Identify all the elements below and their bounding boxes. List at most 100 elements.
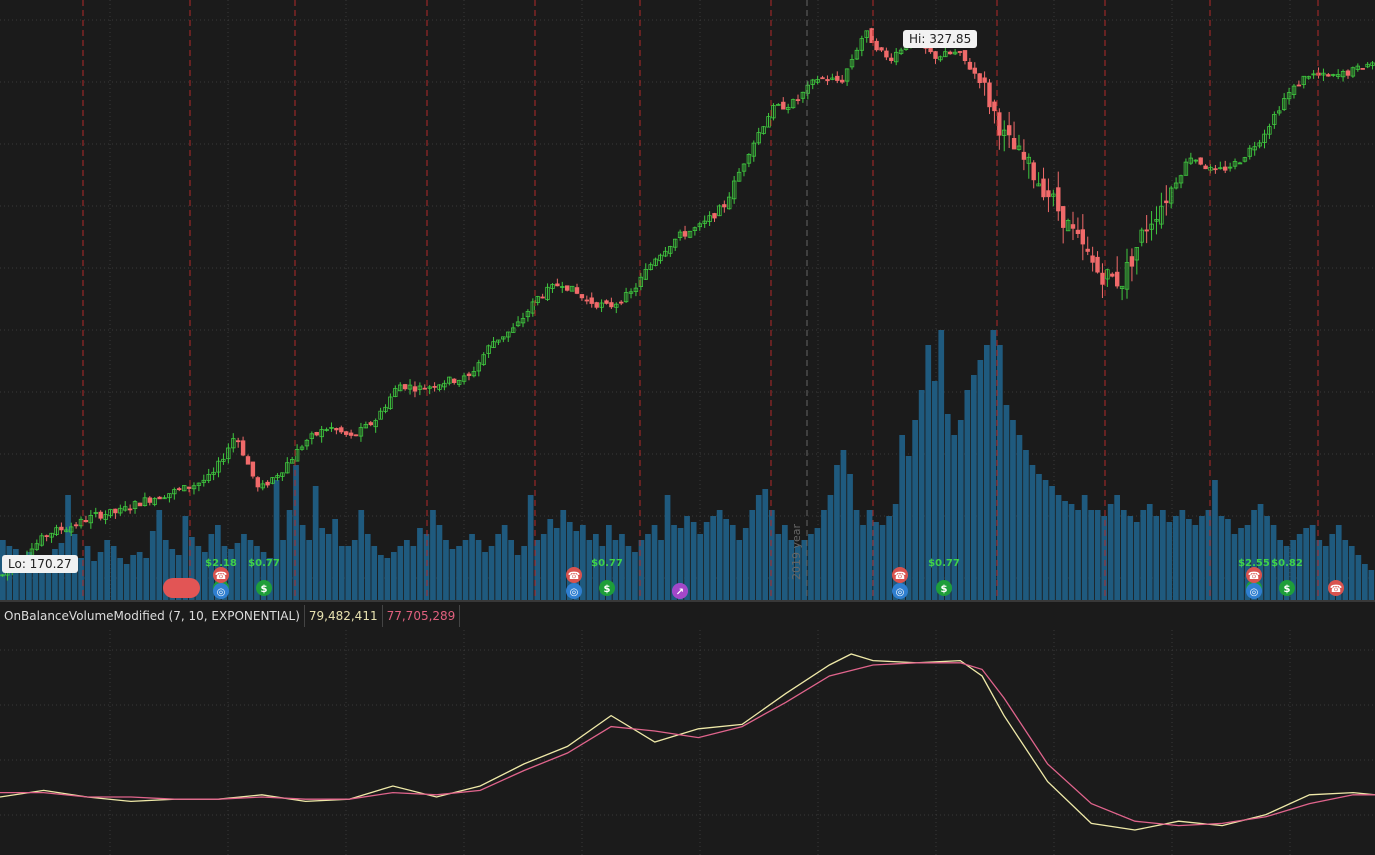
- candle-body: [255, 477, 260, 488]
- study-name[interactable]: OnBalanceVolumeModified (7, 10, EXPONENT…: [0, 605, 305, 627]
- earnings-cluster-icon[interactable]: [163, 578, 200, 598]
- candle-body: [1247, 147, 1252, 157]
- volume-bar: [814, 528, 821, 600]
- info-icon[interactable]: ◎: [892, 583, 908, 599]
- dividend-icon[interactable]: $: [936, 580, 952, 596]
- earnings-icon[interactable]: ☎: [1246, 567, 1262, 583]
- candle-body: [506, 331, 511, 338]
- volume-bar: [293, 465, 299, 600]
- candle-body: [353, 434, 359, 437]
- volume-bar: [534, 540, 541, 600]
- volume-bar: [1192, 525, 1199, 600]
- candle-body: [157, 496, 162, 500]
- info-icon[interactable]: ◎: [1246, 583, 1262, 599]
- volume-bar: [280, 540, 286, 600]
- earnings-icon[interactable]: ☎: [1328, 580, 1344, 596]
- volume-bar: [905, 456, 912, 600]
- volume-bar: [1348, 546, 1355, 600]
- volume-bar: [78, 558, 84, 600]
- info-icon-glyph: ◎: [1250, 587, 1259, 598]
- split-icon[interactable]: ↗: [672, 583, 688, 599]
- volume-bar: [795, 546, 801, 600]
- candle-body: [1169, 187, 1174, 204]
- volume-bar: [1277, 540, 1283, 600]
- volume-bar: [560, 510, 567, 600]
- candle-body: [1159, 205, 1164, 225]
- candle-body: [167, 493, 172, 499]
- earnings-icon[interactable]: ☎: [213, 567, 229, 583]
- candle-body: [319, 429, 324, 438]
- candle-body: [466, 373, 472, 377]
- candle-body: [594, 302, 599, 308]
- candle-body: [825, 79, 830, 82]
- candle-body: [1036, 183, 1041, 187]
- candle-body: [1115, 271, 1120, 287]
- volume-bar: [364, 534, 371, 600]
- volume-bar: [501, 525, 508, 600]
- volume-bar: [1186, 519, 1192, 600]
- event-icons[interactable]: $$2.18$$0.77$$0.77$$0.77$$2.55$$0.82☎☎☎☎…: [163, 558, 1344, 599]
- candle-body: [1232, 161, 1238, 167]
- volume-bar: [254, 546, 260, 600]
- candle-body: [59, 526, 64, 531]
- candle-body: [1311, 73, 1316, 76]
- volume-bar: [1355, 555, 1362, 600]
- candle-body: [1296, 84, 1302, 87]
- low-callout: Lo: 170.27: [2, 555, 78, 573]
- candle-body: [176, 488, 182, 491]
- candle-body: [491, 341, 496, 349]
- volume-bar: [847, 474, 853, 600]
- volume-bar: [32, 561, 39, 600]
- volume-bar: [645, 534, 651, 600]
- candle-body: [574, 287, 580, 294]
- volume-bar: [834, 465, 840, 600]
- volume-bar: [1055, 495, 1062, 600]
- candle-body: [1188, 157, 1193, 164]
- volume-bar: [899, 435, 905, 600]
- candle-body: [1105, 269, 1110, 280]
- volume-bar: [514, 555, 521, 600]
- candle-body: [569, 285, 575, 292]
- volume-bar: [1146, 504, 1153, 600]
- earnings-icon[interactable]: ☎: [566, 567, 582, 583]
- candle-body: [545, 286, 550, 300]
- dividend-icon[interactable]: $: [256, 580, 272, 596]
- dividend-icon[interactable]: $: [1279, 580, 1295, 596]
- volume-bar: [482, 552, 488, 600]
- dividend-icon[interactable]: $: [599, 580, 615, 596]
- earnings-icon-circle: [892, 567, 908, 583]
- candle-body: [127, 508, 133, 511]
- info-icon[interactable]: ◎: [213, 583, 229, 599]
- volume-bar: [1003, 405, 1010, 600]
- candle-body: [840, 79, 845, 83]
- candle-body: [103, 514, 108, 520]
- volume-bar: [1251, 510, 1257, 600]
- earnings-icon-glyph: ☎: [215, 571, 227, 582]
- candle-body: [510, 327, 516, 333]
- candle-body: [776, 104, 781, 106]
- candle-body: [771, 105, 776, 119]
- earnings-icon-circle: [213, 567, 229, 583]
- volume-bar: [1296, 534, 1303, 600]
- candle-body: [137, 502, 143, 507]
- candle-body: [736, 171, 742, 182]
- study-value-slow: 77,705,289: [383, 605, 461, 627]
- candle-body: [933, 51, 938, 59]
- candle-body: [884, 50, 889, 58]
- candle-body: [977, 73, 982, 83]
- info-icon-circle: [1246, 583, 1262, 599]
- info-icon-circle: [566, 583, 582, 599]
- candle-body: [854, 49, 860, 60]
- volume-bar: [658, 540, 664, 600]
- volume-bar: [1088, 510, 1094, 600]
- info-icon[interactable]: ◎: [566, 583, 582, 599]
- candle-body: [1291, 85, 1297, 95]
- candle-body: [1134, 246, 1139, 261]
- candle-body: [1110, 273, 1115, 277]
- volume-bar: [241, 534, 247, 600]
- candle-body: [1198, 157, 1203, 165]
- volume-bar: [260, 552, 267, 600]
- earnings-icon[interactable]: ☎: [892, 567, 908, 583]
- volume-bar: [306, 540, 312, 600]
